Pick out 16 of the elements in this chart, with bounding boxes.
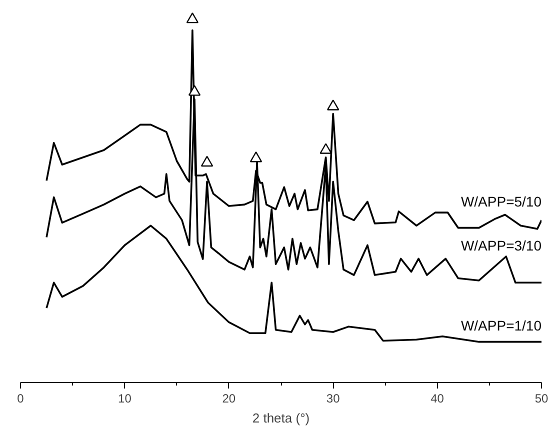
x-tick-label: 30 [326,392,340,406]
x-tick-label: 0 [17,392,24,406]
point [200,156,214,167]
x-axis-title: 2 theta (°) [252,410,310,426]
series-label: W/APP=1/10 [460,317,542,334]
x-tick-label: 40 [430,392,444,406]
series-label: W/APP=5/10 [460,194,542,210]
point [188,85,201,96]
point [250,152,262,162]
series-label: W/APP=3/10 [460,238,542,254]
x-tick-label: 50 [534,392,548,406]
point [320,143,332,154]
point [186,12,199,24]
x-tick-label: 10 [118,392,132,406]
x-tick-label: 20 [222,392,236,406]
point [327,100,340,110]
